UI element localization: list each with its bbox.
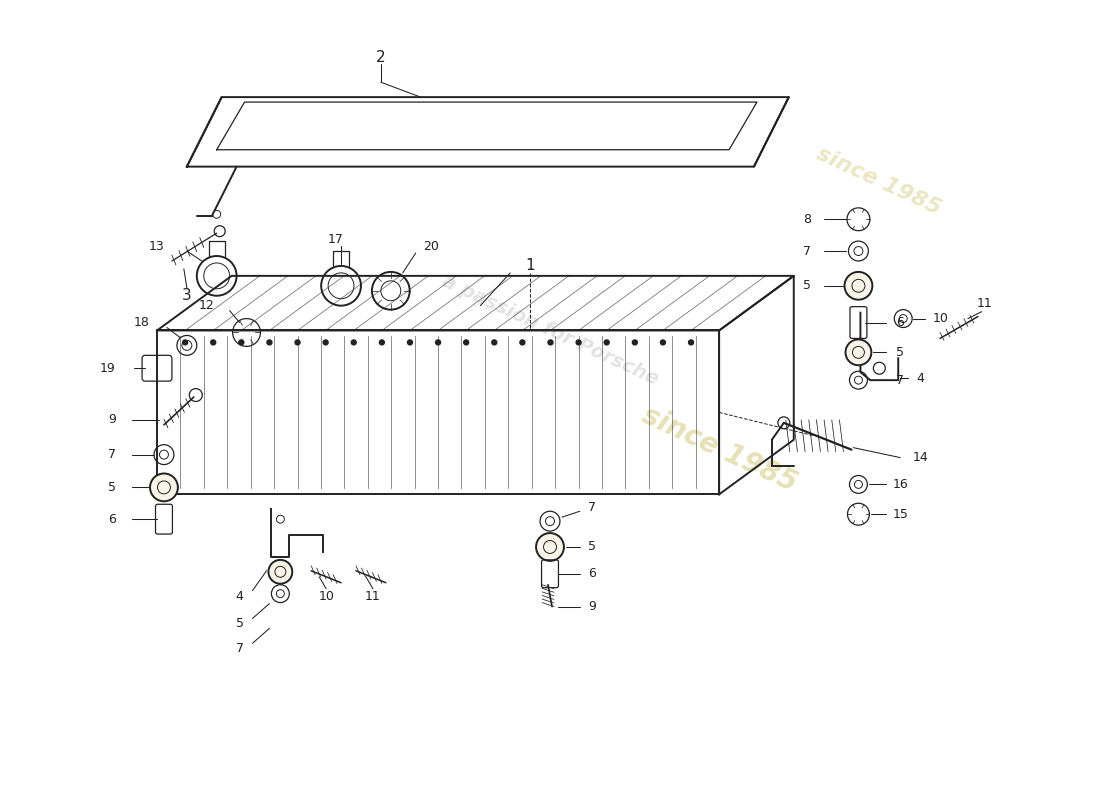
Text: 7: 7	[108, 448, 117, 461]
Text: 14: 14	[912, 451, 928, 464]
Text: 18: 18	[134, 316, 150, 329]
Circle shape	[295, 340, 300, 345]
Text: 3: 3	[182, 288, 191, 303]
Circle shape	[464, 340, 469, 345]
Text: 17: 17	[328, 233, 344, 246]
Text: 5: 5	[235, 617, 243, 630]
Text: 5: 5	[587, 541, 596, 554]
Text: 16: 16	[892, 478, 909, 491]
Text: 7: 7	[896, 374, 904, 386]
Circle shape	[436, 340, 441, 345]
Text: 11: 11	[365, 590, 381, 603]
Circle shape	[536, 533, 564, 561]
Text: 11: 11	[977, 297, 992, 310]
Text: 7: 7	[803, 245, 811, 258]
Circle shape	[183, 340, 188, 345]
Text: 19: 19	[99, 362, 116, 374]
Circle shape	[379, 340, 384, 345]
Circle shape	[268, 560, 293, 584]
Text: 4: 4	[235, 590, 243, 603]
Circle shape	[576, 340, 581, 345]
Circle shape	[846, 339, 871, 366]
Text: 20: 20	[422, 239, 439, 253]
Circle shape	[660, 340, 666, 345]
Circle shape	[845, 272, 872, 300]
Text: 4: 4	[916, 372, 924, 385]
Circle shape	[492, 340, 497, 345]
Circle shape	[604, 340, 609, 345]
Text: 6: 6	[108, 513, 117, 526]
Circle shape	[689, 340, 693, 345]
Text: 10: 10	[933, 312, 949, 325]
Circle shape	[407, 340, 412, 345]
Circle shape	[211, 340, 216, 345]
Text: a passion for Porsche: a passion for Porsche	[439, 272, 661, 389]
Text: since 1985: since 1985	[637, 402, 801, 498]
Circle shape	[267, 340, 272, 345]
Circle shape	[239, 340, 244, 345]
Text: since 1985: since 1985	[813, 144, 944, 219]
Text: 9: 9	[108, 414, 117, 426]
Text: 9: 9	[587, 600, 596, 613]
Text: 7: 7	[587, 501, 596, 514]
Text: 13: 13	[150, 239, 165, 253]
Text: 5: 5	[803, 279, 811, 292]
Circle shape	[548, 340, 553, 345]
Circle shape	[632, 340, 637, 345]
Circle shape	[351, 340, 356, 345]
Circle shape	[150, 474, 178, 502]
Text: 15: 15	[892, 508, 909, 521]
Text: 1: 1	[526, 258, 535, 274]
Circle shape	[323, 340, 328, 345]
Text: 10: 10	[318, 590, 334, 603]
Text: 2: 2	[376, 50, 386, 65]
Text: 6: 6	[587, 567, 596, 580]
Text: 12: 12	[199, 299, 214, 312]
Text: 6: 6	[896, 316, 904, 329]
Text: 8: 8	[803, 213, 811, 226]
Text: 5: 5	[108, 481, 117, 494]
Text: 5: 5	[896, 346, 904, 359]
Circle shape	[520, 340, 525, 345]
Text: 7: 7	[235, 642, 243, 654]
